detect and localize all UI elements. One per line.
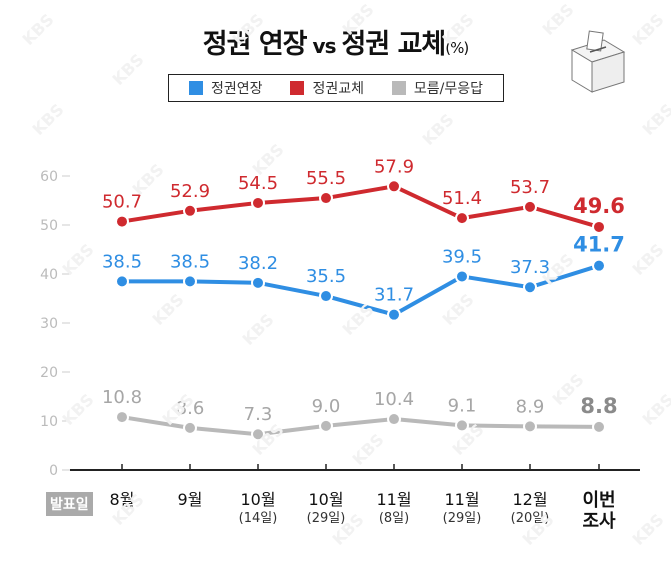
legend-swatch-extend	[188, 81, 203, 95]
data-label: 53.7	[510, 177, 550, 198]
data-point	[455, 269, 469, 284]
legend-label-extend: 정권연장	[210, 81, 263, 97]
chart-legend: 정권연장 정권교체 모름/무응답	[168, 74, 504, 102]
data-point	[319, 289, 333, 304]
data-label: 8.8	[580, 394, 617, 418]
data-label: 54.5	[238, 173, 278, 194]
data-label: 37.3	[510, 257, 550, 278]
data-point	[455, 211, 469, 226]
data-label: 9.1	[448, 395, 477, 416]
data-point	[251, 427, 265, 442]
data-label: 38.5	[102, 251, 142, 272]
series-line	[121, 184, 600, 229]
y-tick-label: 20	[40, 365, 58, 381]
data-point	[115, 274, 129, 289]
legend-item-change: 정권교체	[290, 78, 364, 98]
data-point	[387, 412, 401, 427]
data-label: 51.4	[442, 188, 482, 209]
data-point	[183, 203, 197, 218]
data-label: 7.3	[244, 404, 273, 425]
y-tick-label: 60	[40, 169, 58, 185]
data-point	[592, 419, 606, 434]
title-vs: vs	[312, 34, 337, 58]
data-label: 50.7	[102, 192, 142, 213]
ballot-box-icon	[570, 30, 626, 93]
y-tick-label: 10	[40, 414, 58, 430]
data-point	[592, 258, 606, 273]
chart-title: 정권 연장 vs 정권 교체(%)	[0, 22, 671, 61]
data-label: 38.2	[238, 253, 278, 274]
data-point	[319, 418, 333, 433]
title-part1: 정권 연장	[202, 29, 308, 60]
series-line	[121, 415, 600, 437]
data-point	[523, 199, 537, 214]
legend-item-unknown: 모름/무응답	[391, 78, 484, 98]
data-point	[115, 410, 129, 425]
y-tick-label: 40	[40, 267, 58, 283]
legend-swatch-change	[290, 81, 305, 95]
data-point	[251, 275, 265, 290]
legend-swatch-unknown	[391, 81, 406, 95]
data-point	[183, 420, 197, 435]
data-label: 38.5	[170, 251, 210, 272]
data-label: 10.8	[102, 387, 142, 408]
data-point	[523, 280, 537, 295]
data-label: 41.7	[573, 233, 625, 257]
data-point	[523, 419, 537, 434]
series-line	[122, 263, 600, 317]
data-label: 10.4	[374, 389, 414, 410]
data-label: 49.6	[573, 194, 625, 218]
data-label: 39.5	[442, 246, 482, 267]
y-tick-label: 50	[40, 218, 58, 234]
data-point	[319, 191, 333, 206]
data-point	[455, 418, 469, 433]
data-label: 52.9	[170, 181, 210, 202]
data-label: 55.5	[306, 168, 346, 189]
data-point	[251, 195, 265, 210]
legend-label-unknown: 모름/무응답	[413, 81, 484, 97]
data-point	[183, 274, 197, 289]
data-label: 8.6	[176, 398, 205, 419]
data-point	[387, 179, 401, 194]
data-point	[592, 219, 606, 234]
data-point	[115, 214, 129, 229]
publish-date-label: 발표일	[46, 492, 93, 516]
legend-item-extend: 정권연장	[188, 78, 263, 98]
series-layer: 50.7 52.9 54.5 55.5 57.9 51.4 53.7 49.6 38.5 38.5…	[102, 156, 625, 442]
data-label: 31.7	[374, 285, 414, 306]
data-point	[387, 307, 401, 322]
legend-label-change: 정권교체	[312, 81, 364, 97]
y-tick-label: 30	[40, 316, 58, 332]
data-label: 35.5	[306, 266, 346, 287]
y-tick-label: 0	[49, 463, 58, 479]
data-label: 9.0	[312, 396, 341, 417]
data-label: 8.9	[516, 396, 545, 417]
title-part2: 정권 교체	[341, 29, 446, 60]
data-label: 57.9	[374, 156, 414, 177]
y-axis-grid: 0 10 20 30 40 50 60	[40, 169, 640, 479]
title-unit: (%)	[445, 39, 469, 57]
